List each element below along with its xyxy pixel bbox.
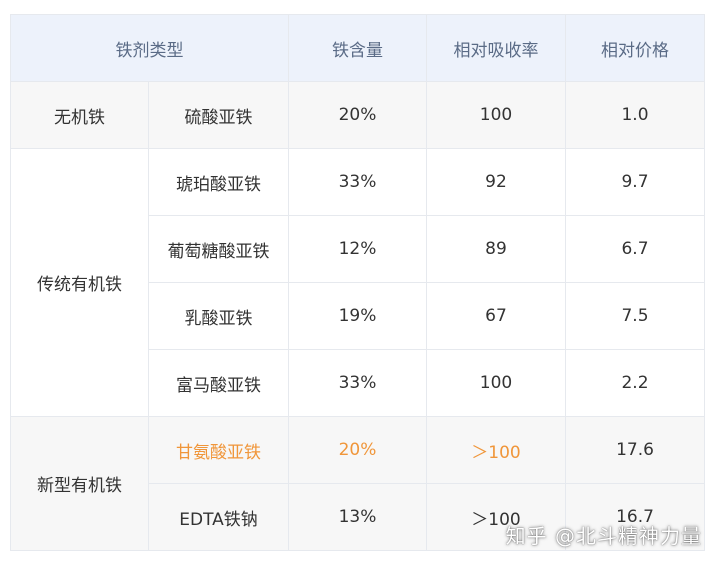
group-label: 传统有机铁	[10, 148, 149, 417]
row-price: 9.7	[565, 148, 705, 216]
row-absorption: 100	[426, 81, 566, 149]
header-row: 铁剂类型 铁含量 相对吸收率 相对价格	[10, 14, 705, 82]
row-absorption: 89	[426, 215, 566, 283]
row-absorption: ＞100	[426, 483, 566, 551]
row-iron: 19%	[288, 282, 427, 350]
table-row: 乳酸亚铁 19% 67 7.5	[11, 282, 705, 350]
row-iron: 20%	[288, 81, 427, 149]
row-price: 1.0	[565, 81, 705, 149]
row-iron-highlighted: 20%	[288, 416, 427, 484]
row-iron: 13%	[288, 483, 427, 551]
row-price: 16.7	[565, 483, 705, 551]
row-name: 琥珀酸亚铁	[148, 148, 289, 216]
table-row: 新型有机铁 甘氨酸亚铁 20% ＞100 17.6	[10, 416, 705, 551]
header-price: 相对价格	[565, 14, 705, 82]
row-name: 硫酸亚铁	[148, 81, 289, 149]
row-absorption: 92	[426, 148, 566, 216]
row-name: EDTA铁钠	[148, 483, 289, 551]
row-price: 2.2	[565, 349, 705, 417]
header-type: 铁剂类型	[10, 14, 289, 82]
table-row: 传统有机铁 琥珀酸亚铁 33% 92 9.7	[10, 148, 705, 417]
row-name-highlighted: 甘氨酸亚铁	[148, 416, 289, 484]
table-row: 无机铁 硫酸亚铁 20% 100 1.0	[10, 81, 705, 149]
row-absorption: 100	[426, 349, 566, 417]
row-absorption: 67	[426, 282, 566, 350]
row-price: 17.6	[565, 416, 705, 484]
header-iron-content: 铁含量	[288, 14, 427, 82]
row-name: 葡萄糖酸亚铁	[148, 215, 289, 283]
iron-supplement-table: 铁剂类型 铁含量 相对吸收率 相对价格 无机铁 硫酸亚铁 20% 100 1.0…	[10, 14, 705, 551]
row-iron: 33%	[288, 349, 427, 417]
table-row: EDTA铁钠 13% ＞100 16.7	[11, 483, 705, 551]
row-price: 6.7	[565, 215, 705, 283]
row-iron: 33%	[288, 148, 427, 216]
group-label: 无机铁	[10, 81, 149, 149]
row-name: 乳酸亚铁	[148, 282, 289, 350]
row-name: 富马酸亚铁	[148, 349, 289, 417]
row-absorption-highlighted: ＞100	[426, 416, 566, 484]
row-price: 7.5	[565, 282, 705, 350]
group-label: 新型有机铁	[10, 416, 149, 551]
table-row: 葡萄糖酸亚铁 12% 89 6.7	[11, 215, 705, 283]
header-absorption: 相对吸收率	[426, 14, 566, 82]
iron-supplement-table-container: 铁剂类型 铁含量 相对吸收率 相对价格 无机铁 硫酸亚铁 20% 100 1.0…	[10, 14, 705, 552]
table-row: 富马酸亚铁 33% 100 2.2	[11, 349, 705, 417]
watermark: 知乎 @北斗精神力量	[505, 524, 702, 548]
row-iron: 12%	[288, 215, 427, 283]
